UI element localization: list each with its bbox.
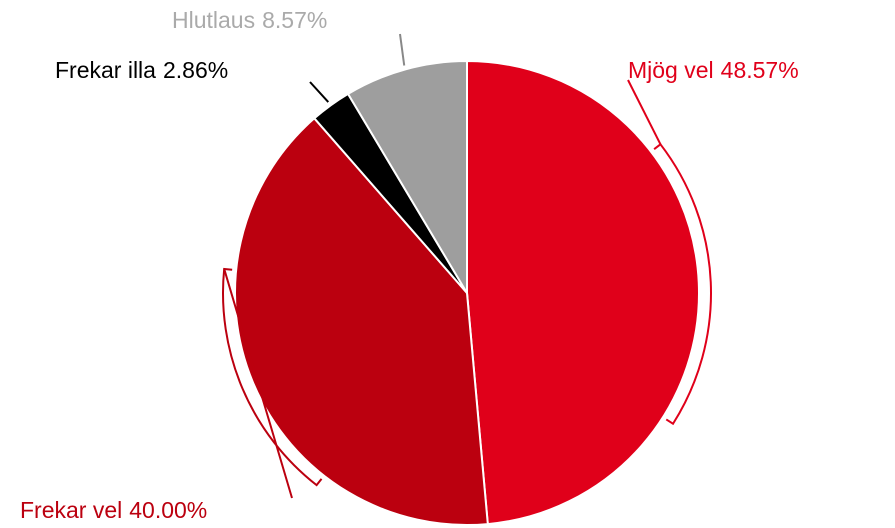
label-name: Mjög vel xyxy=(628,57,714,83)
pie-slice xyxy=(466,59,700,526)
label-value: 8.57% xyxy=(262,7,327,33)
slice-label: Mjög vel 48.57% xyxy=(628,57,799,83)
label-value: 2.86% xyxy=(163,57,228,83)
slice-label: Frekar vel 40.00% xyxy=(20,497,207,523)
label-name: Frekar vel xyxy=(20,497,122,523)
slice-label: Hlutlaus 8.57% xyxy=(172,7,327,33)
label-bracket xyxy=(222,267,323,487)
leader-line xyxy=(627,79,662,145)
label-value: 40.00% xyxy=(129,497,207,523)
label-name: Frekar illa xyxy=(55,57,156,83)
label-name: Hlutlaus xyxy=(172,7,255,33)
slice-label: Frekar illa 2.86% xyxy=(55,57,228,83)
label-value: 48.57% xyxy=(721,57,799,83)
pie-slice xyxy=(234,116,489,526)
leader-line xyxy=(223,268,293,499)
leader-line xyxy=(309,81,330,103)
label-bracket xyxy=(653,142,712,426)
leader-line xyxy=(399,33,406,66)
pie-slice xyxy=(346,59,468,297)
